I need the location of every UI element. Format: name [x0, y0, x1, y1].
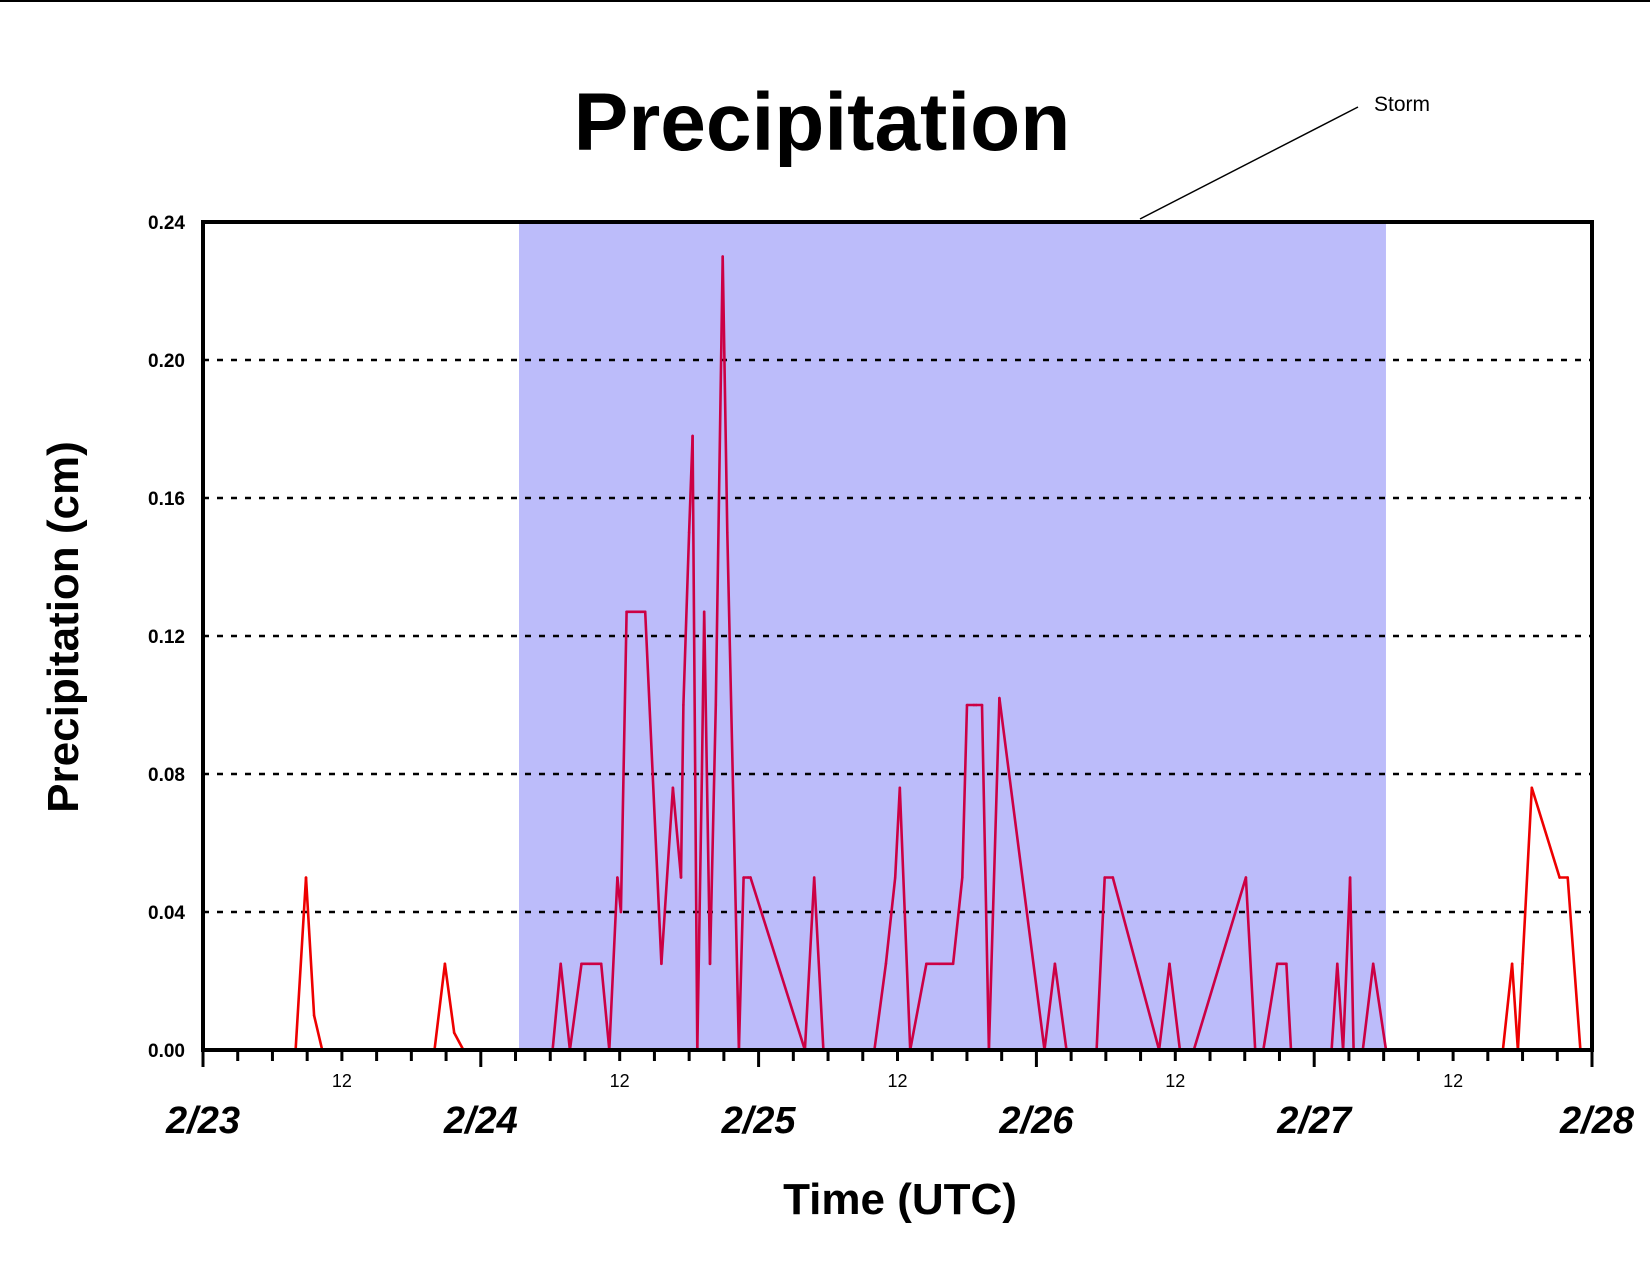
y-tick-label: 0.24: [148, 213, 185, 234]
series-segment: [314, 1016, 322, 1051]
x-date-label: 2/28: [1559, 1100, 1635, 1142]
series-segment: [1568, 878, 1581, 1051]
series-segment: [435, 964, 445, 1050]
y-tick-label: 0.12: [148, 627, 185, 648]
series-segment: [1532, 788, 1560, 878]
y-tick-label: 0.20: [148, 351, 185, 372]
y-tick-label: 0.08: [148, 765, 185, 786]
x-hour-label: 12: [887, 1071, 907, 1091]
storm-annotation-label: Storm: [1374, 93, 1430, 116]
series-segment: [454, 1033, 463, 1050]
x-date-label: 2/26: [998, 1100, 1074, 1142]
series-segment: [1503, 964, 1512, 1050]
series-segment: [1518, 964, 1523, 1050]
y-tick-label: 0.16: [148, 489, 185, 510]
x-date-label: 2/25: [721, 1100, 797, 1142]
y-tick-label: 0.04: [148, 903, 185, 924]
x-date-label: 2/23: [165, 1100, 240, 1142]
x-date-label: 2/24: [443, 1100, 518, 1142]
chart-title: Precipitation: [574, 77, 1071, 168]
y-axis-title: Precipitation (cm): [39, 441, 88, 813]
x-hour-label: 12: [332, 1071, 352, 1091]
series-segment: [1512, 964, 1518, 1050]
series-segment: [445, 964, 454, 1033]
y-tick-label: 0.00: [148, 1041, 185, 1062]
series-segment: [306, 878, 314, 1016]
storm-leader-line: [1140, 107, 1358, 219]
series-segment: [1523, 788, 1532, 964]
x-axis-title: Time (UTC): [783, 1175, 1017, 1224]
x-date-label: 2/27: [1276, 1100, 1353, 1142]
x-hour-label: 12: [610, 1071, 630, 1091]
x-hour-label: 12: [1165, 1071, 1185, 1091]
x-hour-label: 12: [1443, 1071, 1463, 1091]
series-segment: [296, 878, 306, 1051]
